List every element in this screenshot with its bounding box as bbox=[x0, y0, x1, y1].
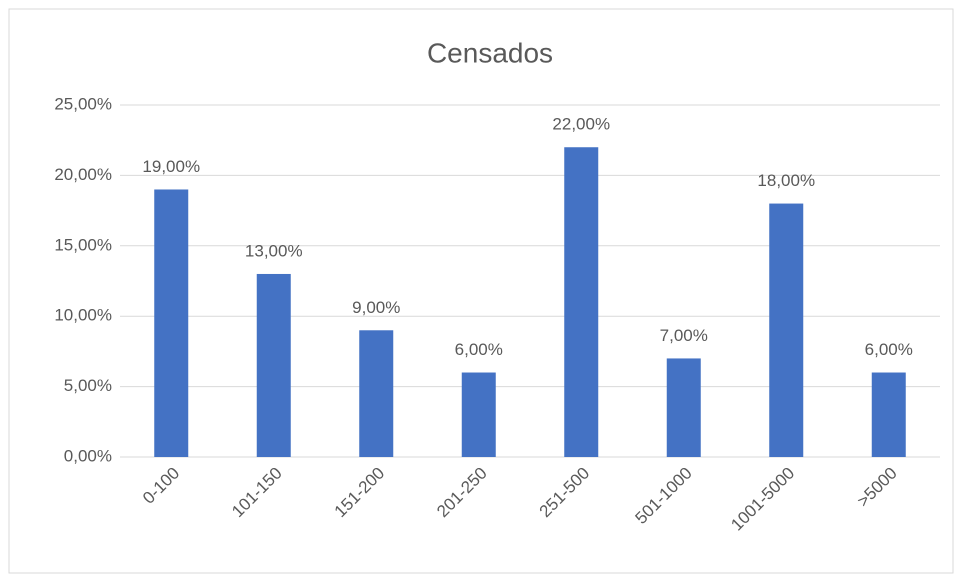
value-label: 22,00% bbox=[552, 115, 610, 134]
chart-title: Censados bbox=[427, 37, 553, 68]
value-label: 18,00% bbox=[757, 171, 815, 190]
bar bbox=[871, 372, 906, 457]
bar bbox=[564, 147, 599, 458]
value-label: 6,00% bbox=[865, 340, 913, 359]
bar bbox=[154, 189, 189, 458]
y-tick-label: 15,00% bbox=[54, 235, 112, 254]
value-label: 9,00% bbox=[352, 298, 400, 317]
y-tick-label: 20,00% bbox=[54, 165, 112, 184]
y-tick-label: 5,00% bbox=[64, 376, 112, 395]
y-tick-label: 25,00% bbox=[54, 94, 112, 113]
bar bbox=[359, 330, 394, 457]
bar bbox=[769, 203, 804, 457]
bar bbox=[666, 358, 701, 457]
bar bbox=[461, 372, 496, 457]
y-tick-label: 10,00% bbox=[54, 306, 112, 325]
value-label: 19,00% bbox=[142, 157, 200, 176]
y-tick-label: 0,00% bbox=[64, 446, 112, 465]
value-label: 13,00% bbox=[245, 241, 303, 260]
value-label: 7,00% bbox=[660, 326, 708, 345]
value-label: 6,00% bbox=[455, 340, 503, 359]
bar bbox=[256, 273, 291, 457]
